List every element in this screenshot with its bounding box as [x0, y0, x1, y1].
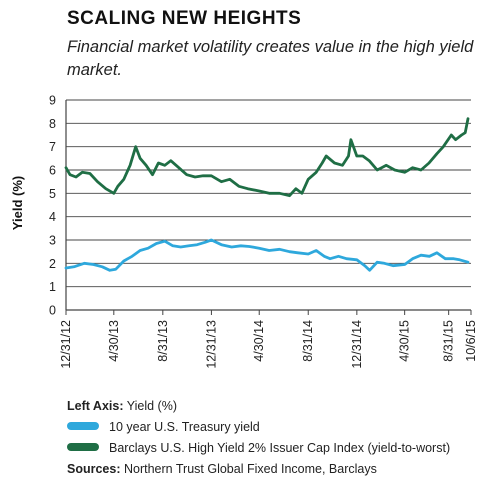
x-tick-label: 12/31/14	[350, 320, 364, 369]
y-axis-label: Yield (%)	[10, 176, 25, 230]
x-tick-label: 8/31/15	[442, 320, 456, 362]
y-tick-label: 2	[49, 257, 56, 271]
x-tick-label: 10/6/15	[464, 320, 478, 362]
legend-label-high-yield: Barclays U.S. High Yield 2% Issuer Cap I…	[109, 441, 450, 455]
chart-subtitle: Financial market volatility creates valu…	[67, 38, 474, 79]
x-tick-labels: 12/31/12 4/30/13 8/31/13 12/31/13 4/30/14 8/3…	[59, 310, 478, 369]
high-yield-index-line	[64, 117, 470, 198]
x-tick-label: 12/31/12	[59, 320, 73, 369]
x-tick-label: 4/30/15	[398, 320, 412, 362]
sources-note: Sources: Northern Trust Global Fixed Inc…	[67, 462, 377, 476]
gridlines	[65, 99, 471, 311]
legend-heading: Left Axis: Yield (%)	[67, 399, 177, 413]
y-tick-label: 5	[49, 187, 56, 201]
y-tick-label: 4	[49, 210, 56, 224]
treasury-yield-line	[64, 238, 470, 272]
x-tick-label: 4/30/13	[107, 320, 121, 362]
legend-label-treasury: 10 year U.S. Treasury yield	[109, 420, 260, 434]
y-tick-label: 3	[49, 234, 56, 248]
chart-title: SCALING NEW HEIGHTS	[67, 8, 302, 29]
y-tick-label: 6	[49, 164, 56, 178]
y-tick-labels: 0 1 2 3 4 5 6 7 8 9	[49, 94, 56, 318]
y-tick-label: 1	[49, 280, 56, 294]
y-tick-label: 9	[49, 94, 56, 108]
y-tick-label: 7	[49, 140, 56, 154]
legend: Left Axis: Yield (%) 10 year U.S. Treasu…	[67, 399, 450, 476]
x-tick-label: 8/31/14	[301, 320, 315, 362]
y-tick-label: 0	[49, 304, 56, 318]
series-lines	[64, 117, 470, 272]
x-tick-label: 12/31/13	[204, 320, 218, 369]
y-tick-label: 8	[49, 117, 56, 131]
x-tick-label: 4/30/14	[252, 320, 266, 362]
x-tick-label: 8/31/13	[156, 320, 170, 362]
legend-swatch-high-yield	[67, 443, 99, 451]
legend-swatch-treasury	[67, 422, 99, 430]
